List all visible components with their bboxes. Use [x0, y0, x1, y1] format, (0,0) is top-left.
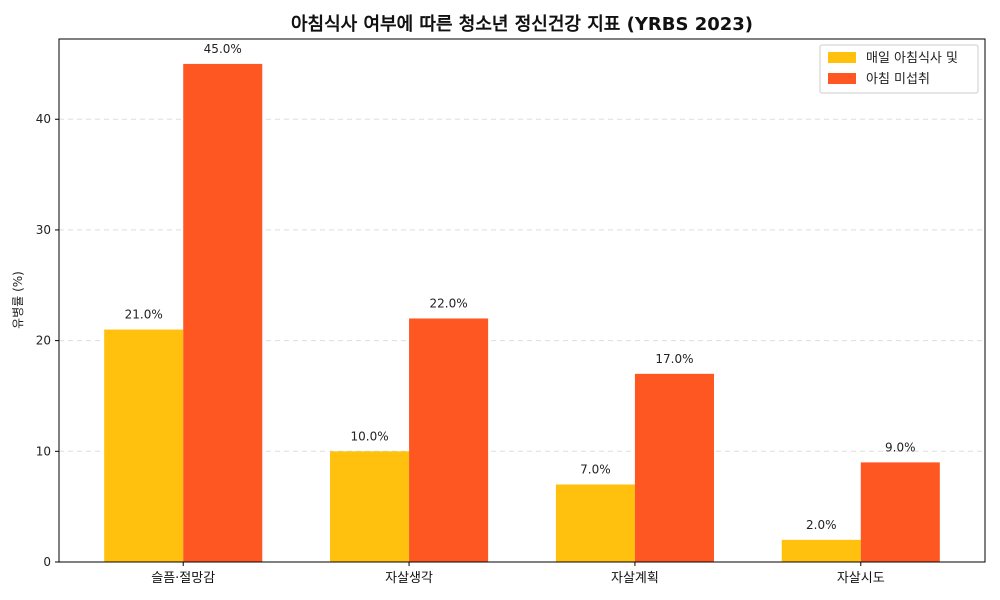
y-tick-label: 0: [43, 555, 51, 569]
bar: [782, 540, 861, 562]
bar: [409, 318, 488, 562]
y-tick-label: 30: [36, 223, 51, 237]
data-label: 21.0%: [125, 308, 163, 322]
bars: [104, 64, 940, 562]
chart-title: 아침식사 여부에 따른 청소년 정신건강 지표 (YRBS 2023): [291, 14, 753, 35]
y-tick-label: 20: [36, 334, 51, 348]
data-label: 17.0%: [655, 352, 693, 366]
legend: 매일 아침식사 및 아침 미섭취: [820, 45, 978, 93]
x-axis: 슬픔·절망감 자살생각 자살계획 자살시도: [151, 562, 884, 586]
x-tick-label: 자살생각: [385, 571, 433, 586]
x-tick-label: 자살시도: [837, 571, 885, 586]
bar: [635, 374, 714, 562]
data-label: 10.0%: [350, 429, 388, 443]
x-tick-label: 슬픔·절망감: [151, 571, 215, 586]
data-label: 45.0%: [204, 42, 242, 56]
bar: [861, 462, 940, 562]
legend-swatch-series-1: [828, 52, 856, 63]
data-label: 2.0%: [806, 518, 837, 532]
bar: [183, 64, 262, 562]
y-axis: 0 10 20 30 40: [36, 112, 59, 569]
bar: [556, 485, 635, 562]
x-tick-label: 자살계획: [611, 571, 659, 586]
y-tick-label: 40: [36, 112, 51, 126]
y-axis-label: 유병률 (%): [11, 271, 25, 329]
bar: [104, 330, 183, 562]
y-tick-label: 10: [36, 444, 51, 458]
legend-label-series-2: 아침 미섭취: [866, 72, 930, 87]
legend-label-series-1: 매일 아침식사 및: [866, 51, 958, 66]
data-label: 9.0%: [885, 440, 916, 454]
data-label: 22.0%: [430, 296, 468, 310]
legend-swatch-series-2: [828, 73, 856, 84]
data-label: 7.0%: [580, 463, 611, 477]
bar: [330, 451, 409, 562]
